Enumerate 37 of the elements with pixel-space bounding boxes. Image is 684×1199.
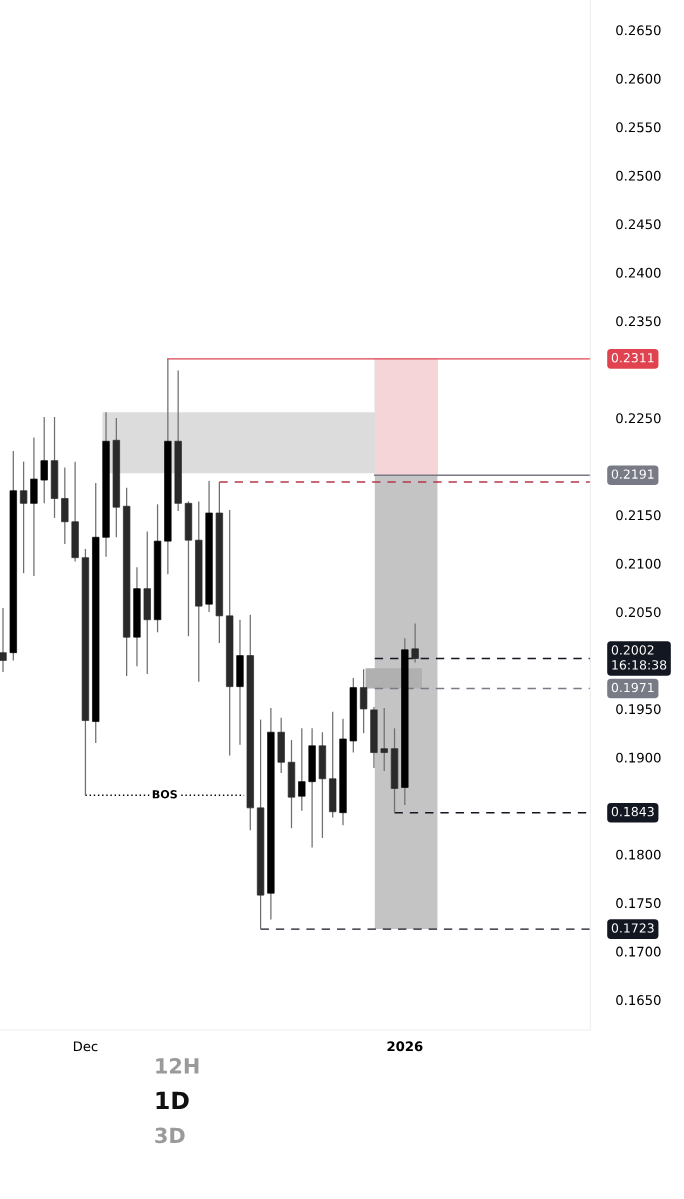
candlestick [0,607,7,673]
x-tick-label: Dec [73,1041,98,1052]
y-tick-label: 0.2250 [616,413,661,424]
y-tick-label: 0.2500 [616,170,661,181]
y-tick-label: 0.1950 [616,704,661,715]
candlestick [411,622,419,664]
y-tick-label: 0.1750 [616,898,661,909]
ref-line-label: 0.1723 [611,923,654,933]
y-tick-label: 0.1700 [616,946,661,957]
y-tick-label: 0.2450 [616,219,661,230]
candlestick [359,668,368,734]
candlestick [61,466,69,545]
ref-line-label: 0.2191 [611,469,654,479]
text: 12H [156,1058,199,1074]
text: 1D [156,1091,189,1109]
ref-line-label: 0.1843 [611,806,654,817]
candlestick [298,727,306,812]
y-tick-label: 0.2600 [616,73,661,84]
candlestick [380,707,388,772]
y-tick-label: 0.2400 [616,267,661,278]
y-tick-label: 0.2650 [616,25,661,36]
y-tick-label: 0.2350 [616,316,661,327]
ref-line-label: BOS [152,790,177,799]
text: 3D [155,1127,185,1144]
y-tick-label: 0.2100 [616,558,661,569]
candlestick [19,461,28,574]
y-tick-label: 0.1650 [616,995,661,1006]
candlestick [40,416,48,504]
y-tick-label: 0.2050 [616,607,661,618]
ref-line-label: 0.2311 [611,353,654,363]
y-tick-label: 0.2550 [616,122,661,133]
y-tick-label: 0.1900 [616,752,661,763]
y-tick-label: 0.1800 [616,849,661,860]
ref-line-label: 0.2002 16:18:38 [611,645,667,670]
y-tick-label: 0.2150 [616,510,661,521]
x-tick-label: 2026 [387,1041,423,1052]
ref-line-label: 0.1971 [611,682,654,693]
